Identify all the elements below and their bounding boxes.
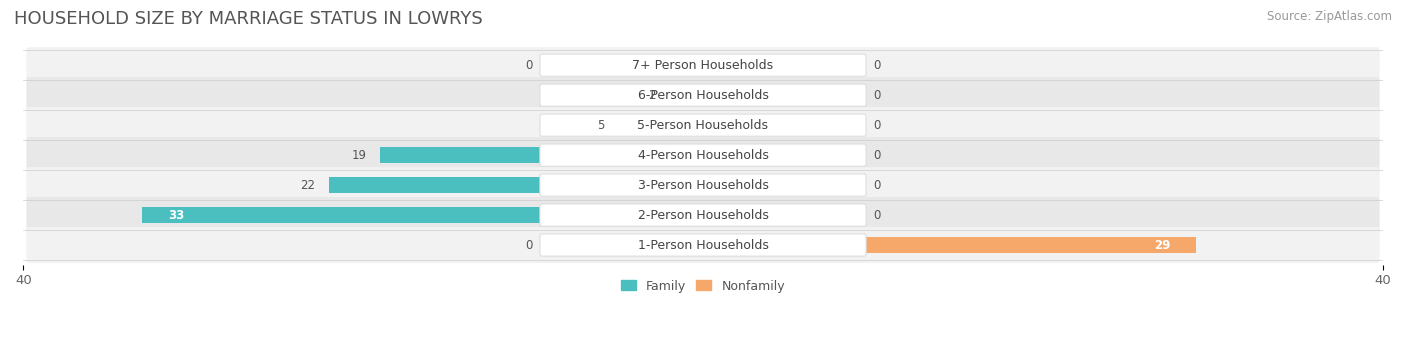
Text: 6-Person Households: 6-Person Households [637, 89, 769, 102]
FancyBboxPatch shape [540, 54, 866, 76]
Text: 5: 5 [598, 119, 605, 132]
Text: 0: 0 [526, 239, 533, 252]
FancyBboxPatch shape [540, 114, 866, 136]
FancyBboxPatch shape [27, 107, 1379, 143]
Text: 0: 0 [873, 179, 880, 192]
Text: 0: 0 [526, 59, 533, 72]
FancyBboxPatch shape [27, 47, 1379, 83]
Text: 7+ Person Households: 7+ Person Households [633, 59, 773, 72]
Text: 2: 2 [648, 89, 655, 102]
Text: 4-Person Households: 4-Person Households [637, 149, 769, 162]
Bar [669, 87, 703, 103]
Text: 0: 0 [873, 89, 880, 102]
Text: 2-Person Households: 2-Person Households [637, 209, 769, 222]
Text: 0: 0 [873, 149, 880, 162]
Bar [619, 117, 703, 133]
FancyBboxPatch shape [540, 234, 866, 256]
Bar [380, 147, 703, 163]
Bar [329, 177, 703, 193]
Text: 19: 19 [352, 149, 367, 162]
Text: HOUSEHOLD SIZE BY MARRIAGE STATUS IN LOWRYS: HOUSEHOLD SIZE BY MARRIAGE STATUS IN LOW… [14, 10, 482, 28]
FancyBboxPatch shape [27, 197, 1379, 233]
Text: 33: 33 [167, 209, 184, 222]
FancyBboxPatch shape [540, 144, 866, 166]
Text: 22: 22 [301, 179, 315, 192]
Text: 1-Person Households: 1-Person Households [637, 239, 769, 252]
Text: 3-Person Households: 3-Person Households [637, 179, 769, 192]
FancyBboxPatch shape [27, 77, 1379, 113]
FancyBboxPatch shape [540, 84, 866, 106]
FancyBboxPatch shape [27, 137, 1379, 173]
Text: 0: 0 [873, 119, 880, 132]
FancyBboxPatch shape [27, 167, 1379, 203]
FancyBboxPatch shape [27, 227, 1379, 263]
Bar [703, 237, 1195, 253]
FancyBboxPatch shape [540, 174, 866, 196]
Text: 0: 0 [873, 209, 880, 222]
FancyBboxPatch shape [540, 204, 866, 226]
Text: Source: ZipAtlas.com: Source: ZipAtlas.com [1267, 10, 1392, 23]
Text: 29: 29 [1154, 239, 1170, 252]
Text: 5-Person Households: 5-Person Households [637, 119, 769, 132]
Legend: Family, Nonfamily: Family, Nonfamily [616, 275, 790, 298]
Text: 0: 0 [873, 59, 880, 72]
Bar [142, 207, 703, 223]
